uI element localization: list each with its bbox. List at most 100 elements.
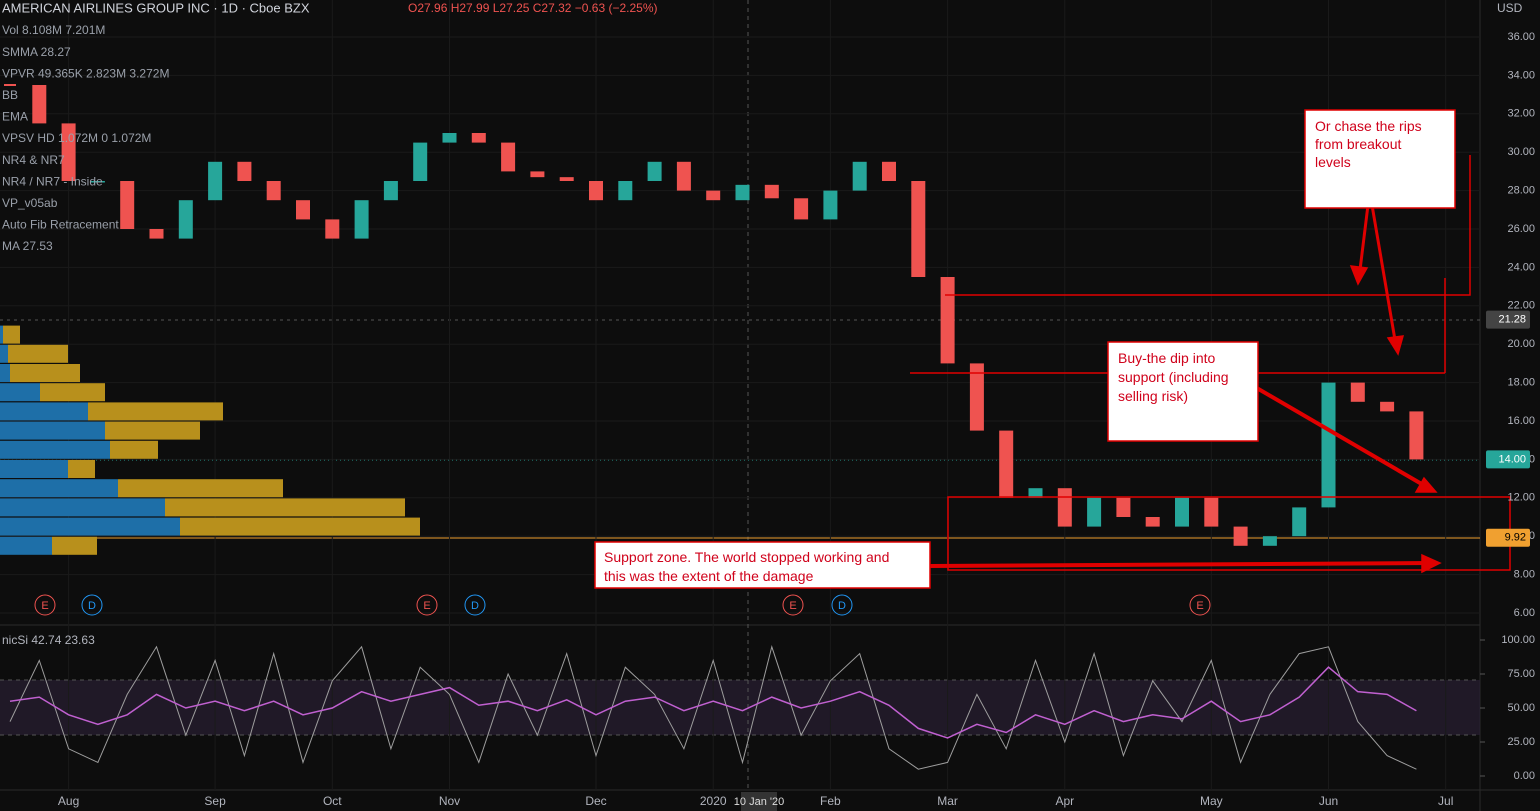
candle [1292, 507, 1307, 537]
annotation-texts: Or chase the rips from breakout levels B… [604, 118, 1422, 584]
candle [383, 181, 398, 201]
profile-up [0, 498, 165, 517]
x-tick-label: 2020 [700, 794, 727, 808]
x-tick-label: Aug [58, 794, 79, 808]
annotation: from breakout [1315, 136, 1401, 152]
y-tick-label: 12.00 [1507, 492, 1535, 504]
candle [1380, 401, 1395, 412]
candle [120, 181, 135, 229]
candle [266, 181, 281, 201]
candle [1262, 536, 1277, 546]
oscillator-title: nicSi 42.74 23.63 [2, 633, 95, 647]
annotation: Or chase the rips [1315, 118, 1422, 134]
candle [90, 181, 105, 183]
event-marker [464, 594, 486, 616]
volume-profile [0, 325, 420, 555]
profile-up [0, 517, 180, 536]
annotation: support (including [1118, 369, 1229, 385]
x-tick-label: Sep [204, 794, 226, 808]
date-marker-bg [741, 792, 777, 811]
profile-down [110, 440, 158, 459]
oscillator-line [9, 666, 1417, 739]
candle [823, 190, 838, 220]
candle [1145, 517, 1160, 527]
event-marker [81, 594, 103, 616]
annotation: Buy-the dip into [1118, 350, 1215, 366]
profile-up [0, 364, 10, 382]
candle [1350, 382, 1365, 402]
candle [618, 181, 633, 201]
candle [764, 184, 779, 199]
profile-up [0, 536, 52, 555]
profile-up [0, 460, 68, 478]
ohlc: O27.96 H27.99 L27.25 C27.32 −0.63 (−2.25… [408, 1, 658, 15]
y-tick-label: 16.00 [1507, 415, 1535, 427]
profile-down [118, 479, 283, 498]
event-marker [416, 594, 438, 616]
x-tick-label: Mar [937, 794, 958, 808]
x-tick-label: Apr [1055, 794, 1074, 808]
price-marker: 14.00 [1498, 453, 1526, 465]
indicator-label: VP_v05ab [2, 196, 58, 210]
candle [471, 133, 486, 143]
candle [1321, 382, 1336, 508]
indicator-label: SMMA 28.27 [2, 45, 71, 59]
annotation: this was the extent of the damage [604, 568, 814, 584]
y-tick-label: 75.00 [1507, 668, 1535, 680]
event-label: E [1196, 600, 1203, 612]
candle [676, 161, 691, 191]
y-tick-label: 100.00 [1501, 634, 1535, 646]
candle [882, 161, 896, 181]
candle [354, 200, 369, 239]
y-tick-label: 18.00 [1507, 377, 1535, 389]
currency: USD [1497, 1, 1523, 15]
y-tick-label: 8.00 [1514, 569, 1535, 581]
candle [1087, 497, 1102, 527]
x-tick-label: Jul [1438, 794, 1453, 808]
candles [4, 84, 1424, 546]
event-marker [831, 594, 853, 616]
event-label: D [88, 600, 96, 612]
y-tick-label: 28.00 [1507, 185, 1535, 197]
profile-down [88, 402, 223, 421]
candle [61, 123, 76, 181]
y-tick-label: 6.00 [1514, 607, 1535, 619]
candle [589, 181, 603, 201]
candle [413, 142, 428, 181]
price-marker-bg [1486, 450, 1530, 469]
candle [559, 177, 574, 181]
profile-up [0, 440, 110, 459]
candle [706, 190, 721, 201]
indicator-label: NR4 & NR7 [2, 153, 65, 167]
candle [852, 161, 867, 191]
candle [325, 219, 340, 239]
x-tick-label: Dec [585, 794, 606, 808]
profile-down [8, 344, 68, 363]
candle [530, 171, 545, 178]
profile-down [3, 325, 20, 344]
date-marker: 10 Jan '20 [734, 796, 784, 808]
indicator-label: Auto Fib Retracement [2, 218, 119, 232]
y-tick-label: 30.00 [1507, 146, 1535, 158]
price-marker: 21.28 [1498, 314, 1526, 326]
y-tick-label: 24.00 [1507, 261, 1535, 273]
x-tick-label: Feb [820, 794, 841, 808]
candle [178, 200, 193, 239]
y-tick-label: 36.00 [1507, 31, 1535, 43]
price-marker-bg [1486, 310, 1530, 329]
profile-up [0, 479, 118, 498]
x-tick-label: Jun [1319, 794, 1338, 808]
x-tick-label: May [1200, 794, 1223, 808]
y-tick-label: 20.00 [1507, 338, 1535, 350]
profile-up [0, 383, 40, 402]
event-label: E [789, 600, 796, 612]
candle [735, 184, 750, 201]
y-tick-label: 50.00 [1507, 702, 1535, 714]
profile-down [105, 421, 200, 440]
y-tick-label: 0.00 [1514, 770, 1535, 782]
indicator-label: MA 27.53 [2, 239, 53, 253]
candle [442, 133, 457, 143]
annotation: selling risk) [1118, 388, 1188, 404]
indicator-label: BB [2, 88, 18, 102]
